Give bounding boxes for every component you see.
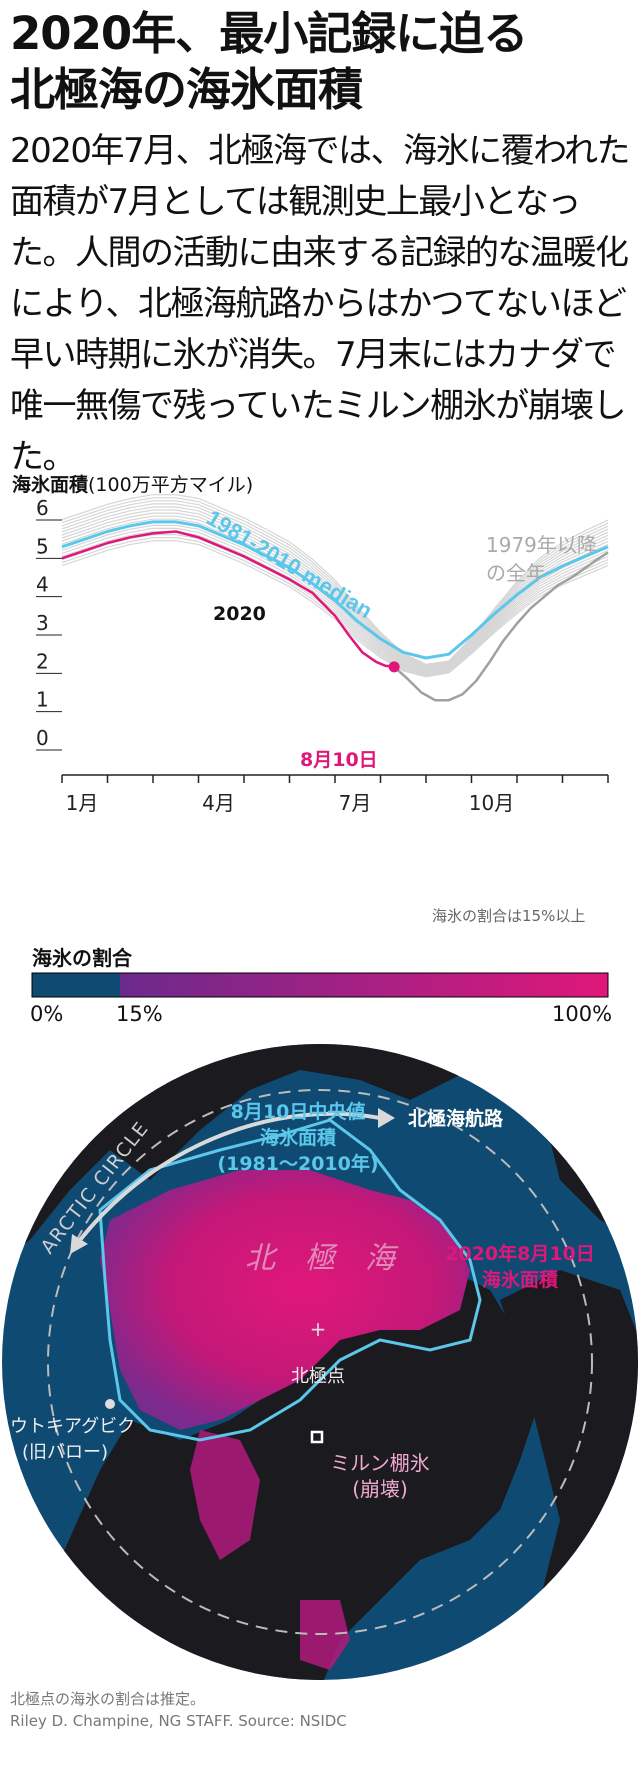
all-years-line [61, 509, 609, 670]
annotation-2020: 2020 [213, 603, 266, 625]
y-axis-label-bold: 海氷面積 [12, 474, 89, 496]
x-tick-label: 7月 [339, 791, 372, 815]
chart-note: 海氷の割合は15%以上 [432, 907, 586, 925]
map-north-pole-label: 北極点 [291, 1366, 345, 1387]
y-tick-label: 2 [36, 649, 49, 673]
chart-grid [36, 519, 62, 751]
map-extent-2020-1: 2020年8月10日 [445, 1242, 595, 1265]
series-line-2 [393, 551, 609, 702]
page-title: 2020年、最小記録に迫る 北極海の海氷面積 [10, 6, 634, 118]
map-milne-1: ミルン棚氷 [330, 1451, 430, 1475]
sea-ice-2020 [100, 1170, 470, 1430]
sea-ice-channels [190, 1430, 350, 1670]
sea-ice-extent-chart: 0 1 2 3 4 5 6 1月 4月 7月 10月 1981-2010 median 2020 1… [36, 494, 609, 815]
map-utqiagvik-1: ウトキアグビク [10, 1416, 135, 1437]
legend-tick-100: 100% [552, 1002, 613, 1026]
map-utqiagvik-2: (旧バロー) [22, 1442, 108, 1463]
annotation-all-years-1: 1979年以降 [486, 533, 597, 557]
map-median-label-3: (1981〜2010年) [217, 1152, 378, 1175]
arctic-circle-line [47, 1089, 593, 1635]
legend-tick-15: 15% [116, 1002, 163, 1026]
y-tick-label: 3 [36, 611, 49, 635]
legend-colorbar [31, 972, 609, 998]
lede-text: 2020年7月、北極海では、海氷に覆われた面積が7月としては観測史上最小となった… [10, 131, 630, 477]
all-years-line [61, 503, 609, 668]
all-years-line [61, 527, 609, 675]
land-canada-greenland [2, 1270, 540, 1680]
milne-marker-icon [310, 1430, 324, 1444]
legend-water-swatch [32, 973, 120, 997]
utqiagvik-marker [105, 1399, 115, 1409]
legend-title: 海氷の割合 [32, 946, 132, 970]
pole-cross-icon: + [310, 1317, 327, 1341]
x-tick-label: 4月 [202, 791, 235, 815]
x-tick-label: 10月 [469, 791, 514, 815]
land-north-america-russia [2, 1044, 638, 1260]
y-axis-label: 海氷面積(100万平方マイル) [12, 470, 253, 497]
series-lines [61, 520, 609, 702]
footer-note: 北極点の海氷の割合は推定。 [10, 1690, 206, 1708]
point-aug10 [388, 661, 400, 673]
title-line-1: 2020年、最小記録に迫る [10, 7, 528, 60]
y-tick-label: 1 [36, 688, 49, 712]
all-years-line [61, 506, 609, 669]
all-years-line [61, 530, 609, 675]
y-tick-label: 6 [36, 496, 49, 520]
y-tick-label: 0 [36, 726, 49, 750]
all-years-line [61, 524, 609, 674]
median-extent-line [98, 1118, 482, 1442]
annotation-all-years-2: の全年 [486, 561, 546, 585]
series-line-0 [61, 520, 609, 660]
legend-tick-0: 0% [30, 1002, 64, 1026]
chart-annotations: 1981-2010 median 2020 1979年以降 の全年 8月10日 [202, 505, 596, 771]
map-milne-2: (崩壊) [352, 1477, 408, 1501]
title-line-2: 北極海の海氷面積 [10, 63, 363, 116]
y-axis-label-unit: (100万平方マイル) [88, 474, 254, 496]
all-years-line [61, 500, 609, 667]
map-route-label: 北極海航路 [408, 1107, 504, 1130]
arctic-map: + ARCTIC CIRCLE 8月10日中央値 海氷面積 (1981〜2010… [2, 1044, 638, 1680]
footer-credit: Riley D. Champine, NG STAFF. Source: NSI… [10, 1712, 347, 1730]
map-extent-2020-2: 海氷面積 [482, 1268, 558, 1291]
map-ocean-label: 北 極 海 [245, 1241, 399, 1276]
all-years-line [61, 497, 609, 666]
x-tick-label: 1月 [66, 791, 99, 815]
footer: 北極点の海氷の割合は推定。 Riley D. Champine, NG STAF… [10, 1688, 347, 1732]
map-median-label-1: 8月10日中央値 [231, 1100, 366, 1123]
route-arrowhead-left [70, 1234, 88, 1254]
y-tick-label: 4 [36, 573, 49, 597]
y-tick-label: 5 [36, 534, 49, 558]
annotation-point: 8月10日 [300, 749, 378, 771]
route-arrowhead-right [378, 1108, 395, 1128]
chart-axes: 0 1 2 3 4 5 6 1月 4月 7月 10月 [36, 496, 609, 815]
northern-sea-route-arrow [78, 1111, 381, 1242]
legend-ice-gradient [120, 973, 608, 997]
all-years-line [61, 540, 609, 678]
all-years-line [61, 494, 609, 665]
map-median-label-2: 海氷面積 [260, 1126, 336, 1149]
series-line-1 [61, 530, 395, 669]
